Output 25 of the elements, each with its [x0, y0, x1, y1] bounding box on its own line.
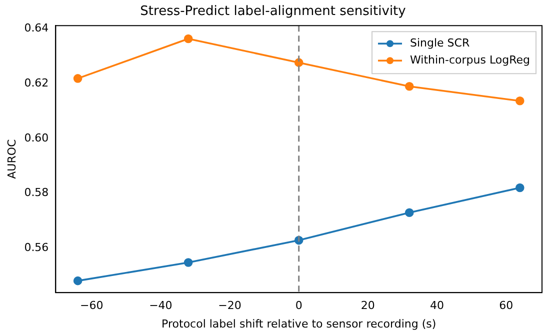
y-tick-label: 0.62 [24, 76, 49, 90]
x-tick-label: 20 [360, 299, 375, 312]
point [515, 96, 524, 106]
x-tick-label: 60 [499, 299, 514, 312]
y-tick-label: 0.56 [24, 240, 49, 254]
y-tick-label: 0.58 [24, 186, 49, 200]
point [73, 74, 82, 83]
x-axis-title: Protocol label shift relative to sensor recording (s) [162, 317, 436, 330]
y-axis-title: AUROC [5, 139, 18, 179]
point [404, 208, 414, 218]
y-tick-label: 0.64 [24, 22, 49, 35]
point [73, 276, 82, 286]
x-tick-label: −40 [149, 299, 172, 312]
chart-title: Stress-Predict label-alignment sensitivity [140, 4, 406, 20]
legend-label: Within-corpus LogReg [410, 53, 530, 66]
y-tick-label: 0.60 [24, 131, 49, 144]
x-tick-label: 0 [295, 299, 302, 312]
point [184, 34, 193, 44]
point [184, 258, 193, 267]
x-tick-label: −20 [218, 299, 242, 312]
x-tick-label: −60 [80, 299, 104, 312]
x-tick-label: 40 [430, 299, 444, 312]
legend-label: Single SCR [410, 36, 470, 50]
point [515, 183, 524, 192]
point [404, 82, 414, 91]
